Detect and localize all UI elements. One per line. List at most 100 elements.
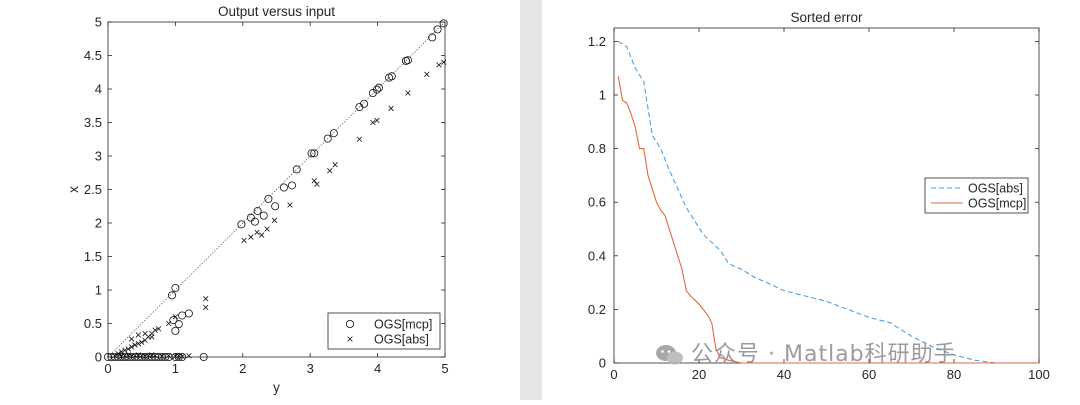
data-point bbox=[118, 348, 125, 355]
data-point bbox=[147, 352, 156, 361]
data-point bbox=[279, 183, 288, 192]
data-point bbox=[403, 56, 412, 65]
data-point bbox=[424, 71, 430, 77]
data-point bbox=[152, 352, 158, 359]
data-point bbox=[388, 105, 394, 112]
y-tick-label: 0.2 bbox=[588, 302, 606, 317]
data-point bbox=[405, 90, 411, 96]
data-point bbox=[165, 320, 172, 327]
wechat-icon bbox=[656, 345, 683, 365]
data-point bbox=[151, 352, 160, 361]
x-axis-label: y bbox=[273, 380, 280, 395]
data-point bbox=[327, 168, 333, 174]
data-point bbox=[203, 296, 209, 302]
legend-marker bbox=[347, 336, 353, 342]
y-tick-label: 1 bbox=[599, 88, 606, 103]
data-point bbox=[115, 350, 121, 357]
legend-label: OGS[abs] bbox=[968, 182, 1023, 196]
data-point bbox=[110, 352, 119, 361]
y-tick-label: 2 bbox=[95, 216, 102, 231]
y-tick-label: 2.5 bbox=[84, 182, 102, 197]
data-point bbox=[184, 309, 193, 318]
data-point bbox=[199, 352, 208, 361]
data-point bbox=[246, 213, 255, 222]
data-point bbox=[436, 62, 442, 68]
x-tick-label: 2 bbox=[239, 361, 246, 376]
data-point bbox=[241, 237, 247, 244]
chart-title: Output versus input bbox=[218, 4, 335, 19]
data-point bbox=[370, 119, 376, 126]
data-point bbox=[271, 202, 280, 211]
x-tick-label: 60 bbox=[862, 367, 876, 382]
data-point bbox=[387, 72, 396, 81]
series-line bbox=[617, 40, 1039, 364]
legend-label: OGS[mcp] bbox=[374, 318, 432, 332]
chart-title: Sorted error bbox=[790, 10, 863, 25]
reference-line bbox=[107, 21, 446, 358]
data-point bbox=[186, 352, 192, 359]
watermark-text: 公众号 · Matlab科研助手 bbox=[691, 342, 957, 367]
right-chart-panel: 0 20 40 60 80 100 0 0.2 0.4 0.6 0.8 1 1.2 Sorted erro… bbox=[542, 0, 1080, 400]
data-point bbox=[142, 330, 148, 337]
legend-label: OGS[abs] bbox=[374, 333, 429, 347]
data-point bbox=[311, 178, 317, 184]
y-axis-label: x bbox=[66, 186, 81, 193]
data-point bbox=[323, 134, 332, 143]
x-tick-label: 5 bbox=[441, 361, 448, 376]
data-point bbox=[152, 327, 158, 333]
data-point bbox=[310, 149, 319, 158]
data-point bbox=[307, 149, 316, 158]
data-point bbox=[439, 19, 448, 28]
data-point bbox=[356, 136, 363, 142]
data-point bbox=[125, 346, 131, 352]
data-point bbox=[122, 347, 128, 353]
series-circle bbox=[104, 19, 448, 361]
data-point bbox=[258, 232, 265, 238]
data-point bbox=[329, 129, 338, 138]
data-point bbox=[171, 326, 180, 335]
data-point bbox=[112, 352, 118, 359]
watermark: 公众号 · Matlab科研助手 bbox=[655, 336, 957, 368]
series-line bbox=[617, 76, 1039, 364]
y-tick-label: 0 bbox=[95, 350, 102, 365]
data-point bbox=[127, 352, 136, 361]
y-tick-label: 0 bbox=[599, 356, 606, 371]
data-point bbox=[287, 202, 293, 208]
x-tick-label: 0 bbox=[610, 367, 617, 382]
data-point bbox=[428, 33, 437, 42]
y-tick-label: 1.2 bbox=[588, 34, 606, 49]
data-point bbox=[332, 162, 338, 168]
data-point bbox=[149, 334, 155, 340]
x-tick-label: 80 bbox=[947, 367, 961, 382]
data-point bbox=[440, 59, 447, 65]
data-point bbox=[139, 339, 145, 345]
sorted-error-chart: 0 20 40 60 80 100 0 0.2 0.4 0.6 0.8 1 1.2 Sorted erro… bbox=[588, 10, 1050, 382]
data-point bbox=[179, 353, 185, 360]
data-point bbox=[264, 194, 273, 203]
y-tick-label: 3 bbox=[95, 149, 102, 164]
legend-marker bbox=[345, 319, 354, 328]
y-tick-label: 0.5 bbox=[84, 316, 102, 331]
data-point bbox=[135, 340, 142, 347]
x-tick-label: 0 bbox=[104, 361, 111, 376]
data-point bbox=[250, 217, 259, 226]
data-point bbox=[372, 85, 381, 94]
x-tick-label: 1 bbox=[172, 361, 179, 376]
x-tick-label: 4 bbox=[374, 361, 381, 376]
data-point bbox=[168, 291, 177, 300]
data-point bbox=[174, 320, 183, 329]
y-tick-label: 5 bbox=[95, 15, 102, 30]
data-point bbox=[132, 342, 138, 348]
data-point bbox=[253, 206, 262, 215]
y-tick-label: 0.8 bbox=[588, 141, 606, 156]
data-point bbox=[248, 234, 254, 240]
data-point bbox=[271, 217, 278, 224]
output-vs-input-chart: 0 1 2 3 4 5 0 0.5 1 1.5 2 2.5 3 3.5 4 4.5 5 Output versus… bbox=[66, 4, 449, 395]
data-point bbox=[288, 181, 297, 190]
data-point bbox=[128, 344, 135, 350]
x-tick-label: 40 bbox=[777, 367, 791, 382]
data-point bbox=[254, 229, 260, 236]
y-tick-label: 0.6 bbox=[588, 195, 606, 210]
data-point bbox=[134, 352, 143, 361]
data-point bbox=[141, 352, 150, 361]
